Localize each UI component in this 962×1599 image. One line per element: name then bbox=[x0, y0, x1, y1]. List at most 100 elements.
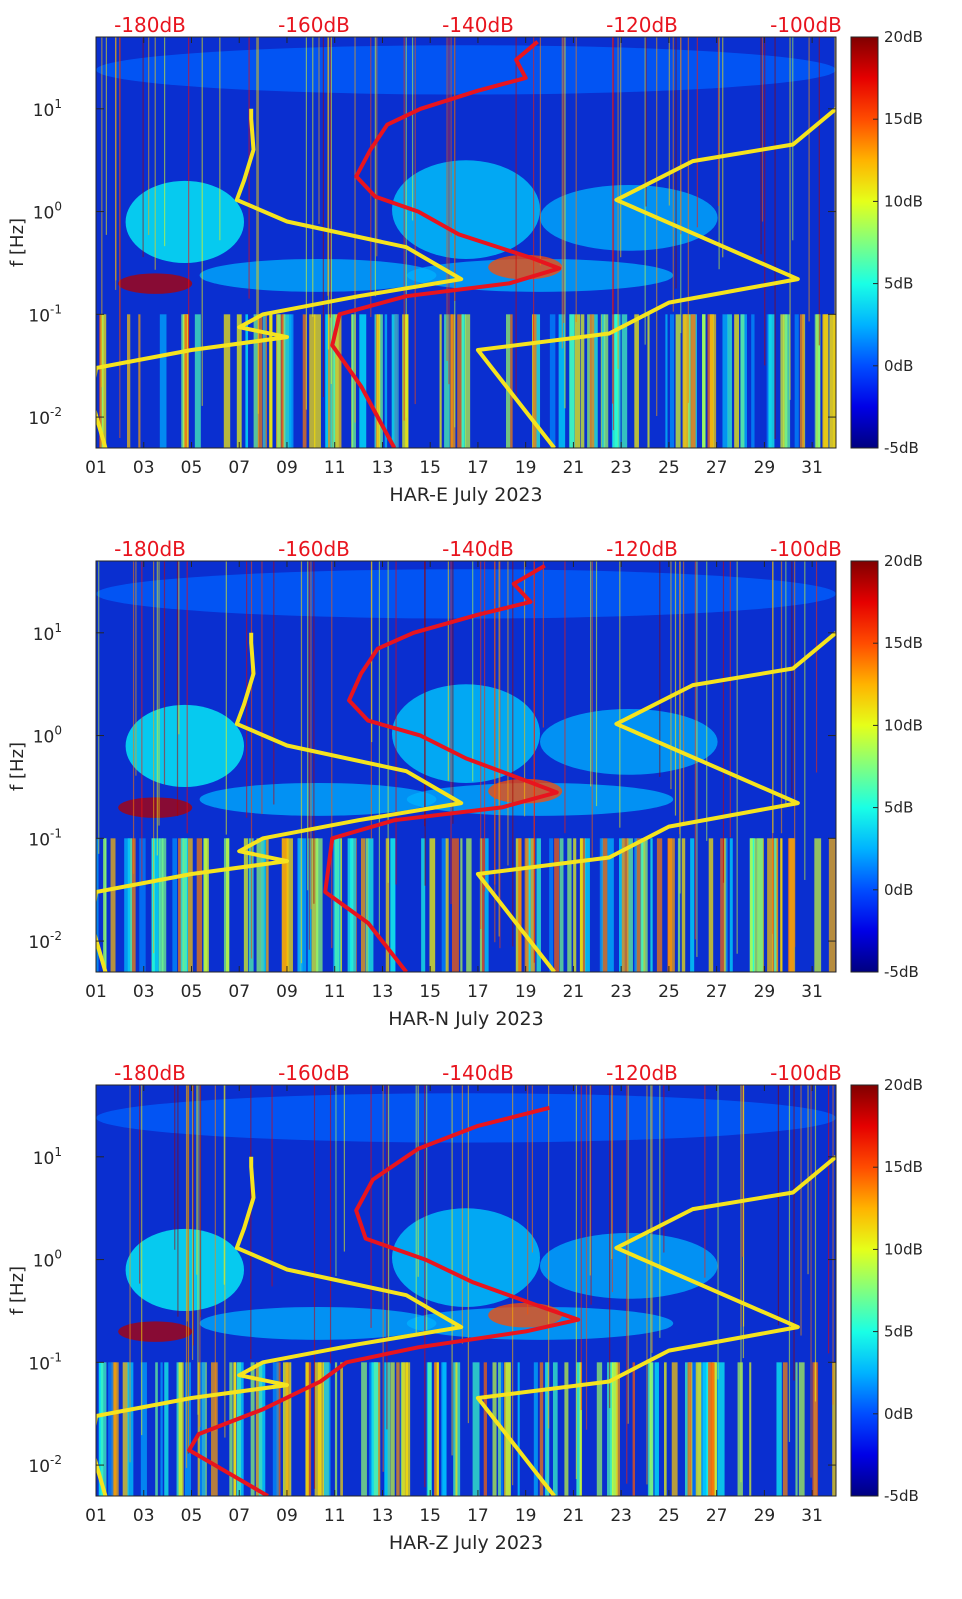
heatmap-stripe bbox=[671, 1362, 678, 1496]
heatmap-stripe bbox=[331, 314, 336, 448]
heatmap-transient bbox=[804, 561, 806, 880]
heatmap-stripe bbox=[552, 1362, 558, 1496]
y-tick-base: 10 bbox=[28, 1354, 50, 1374]
y-tick-base: 10 bbox=[33, 1149, 55, 1169]
heatmap-stripe bbox=[204, 838, 209, 972]
heatmap-stripe bbox=[334, 838, 339, 972]
y-tick-exponent: 0 bbox=[54, 1248, 62, 1262]
heatmap-transient bbox=[414, 37, 416, 405]
x-tick-label: 03 bbox=[133, 458, 155, 478]
heatmap-stripe bbox=[634, 838, 637, 972]
x-axis-label: HAR-E July 2023 bbox=[389, 484, 542, 506]
plot-frame bbox=[95, 560, 837, 973]
heatmap-stripe bbox=[421, 838, 426, 972]
heatmap-stripe bbox=[533, 314, 541, 448]
x-tick-label: 09 bbox=[276, 982, 298, 1002]
heatmap-transient bbox=[115, 37, 117, 281]
x-tick-label: 21 bbox=[563, 458, 585, 478]
heatmap-transient bbox=[645, 37, 647, 207]
heatmap-transient bbox=[454, 37, 456, 301]
heatmap-transient bbox=[533, 561, 535, 963]
heatmap-stripe bbox=[108, 1362, 114, 1496]
heatmap-stripe bbox=[783, 314, 788, 448]
colorbar-tick-label: 5dB bbox=[884, 799, 913, 817]
heatmap-transient bbox=[832, 1085, 834, 1405]
heatmap-stripe bbox=[829, 314, 836, 448]
heatmap-transient bbox=[785, 561, 787, 808]
heatmap-stripe bbox=[785, 314, 791, 448]
heatmap-stripe bbox=[436, 1362, 439, 1496]
heatmap-stripe bbox=[426, 1362, 432, 1496]
heatmap-transient bbox=[808, 37, 810, 322]
heatmap-stripe bbox=[236, 314, 242, 448]
heatmap-stripe bbox=[441, 838, 447, 972]
y-tick-base: 10 bbox=[28, 830, 50, 850]
x-tick-label: 01 bbox=[85, 982, 107, 1002]
heatmap-stripe bbox=[832, 1362, 836, 1496]
heatmap-transient bbox=[498, 561, 500, 937]
series-line-2 bbox=[475, 1155, 836, 1496]
heatmap-stripe bbox=[607, 838, 614, 972]
heatmap-stripe bbox=[587, 314, 591, 448]
heatmap-stripe bbox=[99, 314, 102, 448]
heatmap-transient bbox=[717, 1085, 719, 1380]
heatmap-transient bbox=[650, 1085, 652, 1470]
heatmap-transient bbox=[176, 561, 179, 817]
heatmap-transient bbox=[575, 37, 577, 323]
heatmap-stripe bbox=[155, 1362, 158, 1496]
heatmap-stripe bbox=[635, 838, 641, 972]
colorbar-tick-label: 0dB bbox=[884, 357, 913, 375]
series-line-1 bbox=[96, 108, 464, 448]
heatmap-transient bbox=[619, 561, 621, 828]
spectrogram-panel-3: 01 03 05 07 09 11 13 15 17 19 21 23 25 27 29 3110-210-1… bbox=[7, 1061, 923, 1554]
heatmap-stripe bbox=[498, 1362, 501, 1496]
heatmap-transient bbox=[199, 1085, 201, 1428]
heatmap-stripe bbox=[580, 314, 585, 448]
y-tick-label: 10-2 bbox=[28, 405, 62, 429]
heatmap-stripe bbox=[768, 314, 775, 448]
heatmap-stripe bbox=[378, 314, 383, 448]
top-axis-label: -160dB bbox=[278, 537, 350, 561]
heatmap-transient bbox=[178, 561, 180, 735]
heatmap-stripe bbox=[335, 314, 342, 448]
top-axis-label: -120dB bbox=[606, 13, 678, 37]
heatmap-stripe bbox=[433, 1362, 437, 1496]
heatmap-stripe bbox=[368, 838, 374, 972]
heatmap-patch bbox=[96, 1093, 836, 1143]
heatmap-stripe bbox=[579, 838, 583, 972]
heatmap-stripe bbox=[734, 314, 740, 448]
heatmap-transient bbox=[590, 1085, 592, 1305]
heatmap-stripe bbox=[751, 314, 755, 448]
heatmap-transient bbox=[512, 561, 514, 947]
heatmap-transient bbox=[382, 1085, 384, 1472]
heatmap-transient bbox=[417, 1085, 419, 1277]
y-tick-base: 10 bbox=[33, 1252, 55, 1272]
heatmap-stripe bbox=[536, 838, 541, 972]
heatmap-transient bbox=[158, 561, 160, 826]
heatmap-stripe bbox=[305, 1362, 309, 1496]
x-tick-label: 19 bbox=[515, 458, 537, 478]
x-tick-label: 11 bbox=[324, 1506, 346, 1526]
heatmap-transient bbox=[585, 1085, 588, 1430]
heatmap-stripe bbox=[510, 314, 513, 448]
heatmap-transient bbox=[729, 561, 731, 838]
heatmap-patch bbox=[118, 1321, 193, 1342]
heatmap-stripe bbox=[795, 1362, 798, 1496]
heatmap-stripe bbox=[127, 314, 131, 448]
heatmap-stripe bbox=[632, 1362, 635, 1496]
heatmap-stripe bbox=[682, 314, 689, 448]
heatmap-transient bbox=[620, 37, 622, 258]
heatmap-transient bbox=[682, 561, 685, 826]
heatmap-transient bbox=[679, 561, 681, 894]
heatmap-transient bbox=[580, 1085, 582, 1411]
colorbar bbox=[850, 36, 879, 449]
heatmap-stripe bbox=[558, 314, 566, 448]
heatmap-stripe bbox=[484, 838, 489, 972]
heatmap-stripe bbox=[286, 838, 293, 972]
y-tick-exponent: 1 bbox=[54, 1145, 62, 1159]
series-line-2 bbox=[475, 631, 836, 972]
x-tick-label: 23 bbox=[610, 458, 632, 478]
heatmap-transient bbox=[119, 37, 121, 439]
heatmap-transient bbox=[139, 1085, 141, 1284]
curves bbox=[96, 40, 836, 448]
